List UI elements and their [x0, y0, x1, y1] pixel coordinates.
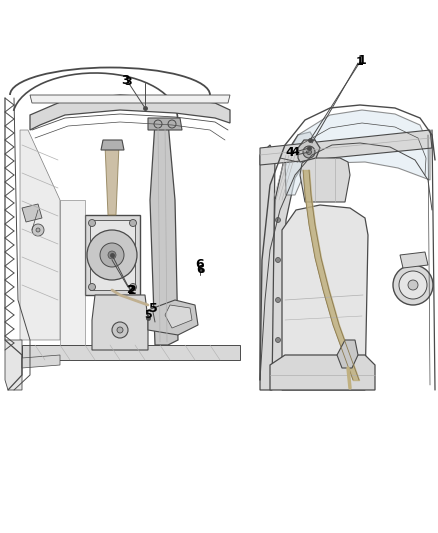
Polygon shape [5, 340, 22, 390]
Polygon shape [337, 340, 358, 368]
Circle shape [276, 257, 280, 262]
Text: 3: 3 [121, 74, 129, 86]
Polygon shape [298, 140, 320, 162]
Circle shape [276, 337, 280, 343]
Circle shape [88, 284, 95, 290]
Text: 5: 5 [144, 310, 152, 320]
Circle shape [276, 297, 280, 303]
Circle shape [276, 217, 280, 222]
Circle shape [130, 284, 137, 290]
Text: 6: 6 [196, 257, 204, 271]
Circle shape [87, 230, 137, 280]
Text: 2: 2 [126, 285, 134, 295]
Polygon shape [92, 295, 148, 350]
Circle shape [307, 149, 311, 155]
Polygon shape [85, 215, 140, 295]
Polygon shape [90, 220, 135, 290]
Polygon shape [300, 158, 350, 202]
Circle shape [130, 220, 137, 227]
Polygon shape [22, 345, 240, 360]
Polygon shape [22, 355, 60, 368]
Text: 4: 4 [286, 146, 294, 158]
Circle shape [154, 120, 162, 128]
Text: 2: 2 [127, 284, 136, 296]
Polygon shape [22, 204, 42, 222]
Polygon shape [30, 95, 230, 130]
Circle shape [393, 265, 433, 305]
Circle shape [399, 271, 427, 299]
Text: 3: 3 [124, 77, 132, 87]
Circle shape [168, 120, 176, 128]
Circle shape [408, 280, 418, 290]
Polygon shape [400, 252, 428, 268]
Polygon shape [270, 355, 375, 390]
Polygon shape [148, 118, 182, 130]
Circle shape [303, 146, 315, 158]
Text: 1: 1 [357, 53, 366, 67]
Polygon shape [20, 130, 60, 340]
Polygon shape [260, 145, 275, 390]
Polygon shape [260, 130, 432, 165]
Circle shape [88, 220, 95, 227]
Circle shape [117, 327, 123, 333]
Circle shape [32, 224, 44, 236]
Text: 1: 1 [356, 57, 364, 67]
Circle shape [112, 322, 128, 338]
Circle shape [36, 228, 40, 232]
Polygon shape [282, 205, 368, 390]
Text: 4: 4 [291, 147, 299, 157]
Text: 5: 5 [148, 302, 157, 314]
Polygon shape [285, 110, 430, 195]
Polygon shape [270, 132, 315, 380]
Circle shape [100, 243, 124, 267]
Polygon shape [101, 140, 124, 150]
Polygon shape [148, 300, 198, 335]
Polygon shape [30, 95, 230, 103]
Text: 6: 6 [196, 265, 204, 275]
Polygon shape [150, 122, 178, 345]
Polygon shape [165, 305, 192, 328]
Circle shape [108, 251, 116, 259]
Polygon shape [60, 200, 85, 345]
Polygon shape [105, 145, 119, 215]
